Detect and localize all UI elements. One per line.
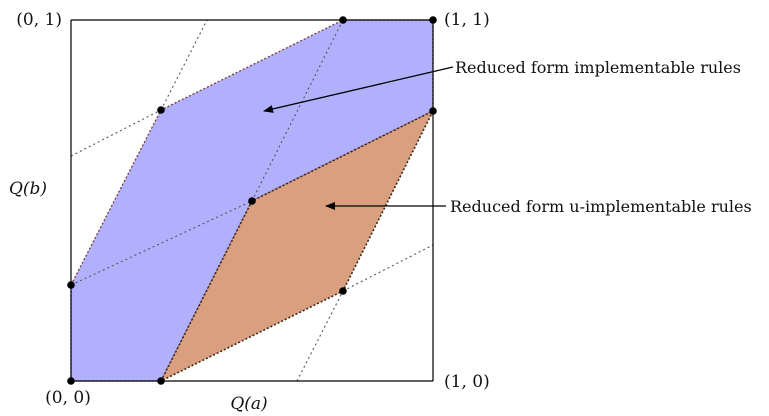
point-bottom-mid	[157, 377, 165, 385]
corner-label-origin: (0, 0)	[45, 388, 91, 408]
axis-label-y: Q(b)	[9, 179, 47, 199]
point-top-right	[429, 16, 437, 24]
point-right-mid	[429, 107, 437, 115]
guide-line-lower-right	[342, 244, 434, 292]
guide-line-upper-left	[70, 109, 162, 157]
vertex-points	[67, 16, 437, 385]
axis-label-x: Q(a)	[230, 394, 267, 414]
dotted-guide-lines	[70, 19, 434, 382]
guide-line-lower-steep	[296, 290, 344, 382]
corner-label-bottom-right: (1, 0)	[444, 372, 490, 392]
point-center	[248, 197, 256, 205]
arrow-implementable	[263, 66, 454, 113]
point-left-low	[67, 281, 75, 289]
point-lower-right	[339, 287, 347, 295]
region-label-u-implementable: Reduced form u-implementable rules	[450, 197, 752, 216]
guide-line-center-shallow	[70, 200, 253, 286]
point-upper-left	[157, 106, 165, 114]
corner-label-top-left: (0, 1)	[16, 10, 62, 30]
region-label-implementable: Reduced form implementable rules	[455, 58, 741, 77]
point-origin	[67, 377, 75, 385]
guide-line-center-steep	[251, 19, 344, 202]
corner-label-top-right: (1, 1)	[444, 10, 490, 30]
guide-line-upper-steep	[160, 19, 208, 111]
unit-square-frame	[70, 19, 434, 382]
u-implementable-region	[159, 109, 435, 383]
point-top-mid	[339, 16, 347, 24]
